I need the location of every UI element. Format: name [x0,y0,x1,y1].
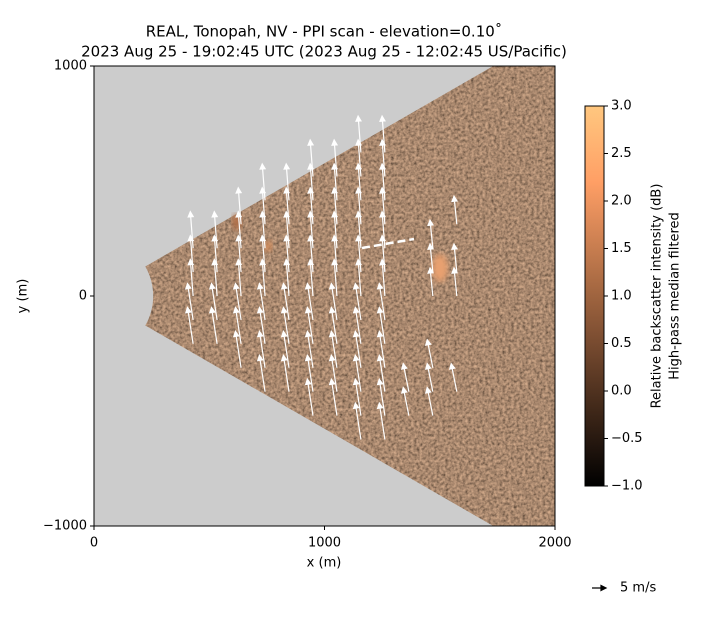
wind-arrow [259,162,267,201]
wind-arrow [283,162,291,201]
quiver-key-label: 5 m/s [620,581,656,596]
wind-arrow [400,362,410,392]
chart-title: REAL, Tonopah, NV - PPI scan - elevation… [146,23,503,41]
wind-arrow [352,353,362,392]
y-tick-label: −1000 [43,519,87,534]
x-tick-label: 0 [90,536,98,551]
wind-arrow [304,330,314,368]
wind-arrow [304,306,314,344]
wind-arrow [448,362,458,392]
colorbar-tick-label: 1.0 [611,289,632,304]
wind-arrow [427,266,435,297]
wind-arrow [232,306,242,344]
wind-arrow [307,138,315,177]
wind-arrow [355,114,363,153]
colorbar-tick-label: 1.5 [611,241,632,256]
wind-arrow [280,330,290,368]
scan-sector [145,66,555,526]
wind-arrow [304,377,314,416]
wind-arrow [424,386,434,416]
wind-arrow [352,282,362,321]
wind-arrow [208,282,218,321]
colorbar [584,105,605,487]
wind-arrow [376,330,386,368]
wind-arrow [232,282,242,321]
y-tick-label: 0 [79,289,87,304]
wind-arrow [184,306,194,344]
wind-arrow [424,362,434,392]
wind-arrow [376,353,386,392]
wind-arrow [352,330,362,368]
wind-arrow [232,330,242,368]
wind-arrow [328,282,338,321]
wind-arrow [256,306,266,344]
wind-arrow [328,306,338,344]
scan-image [145,66,555,526]
wind-arrow [376,282,386,321]
wind-arrow [331,138,339,177]
wind-arrow [427,242,435,273]
dashed-line [361,237,415,250]
quiver-key-arrow [592,584,608,592]
wind-arrow [235,186,243,225]
colorbar-tick-label: 2.5 [611,146,632,161]
x-axis-label: x (m) [307,556,342,571]
wind-arrow [280,282,290,321]
wind-arrow [451,266,459,297]
wind-arrow [352,401,362,440]
x-tick-label: 2000 [538,536,571,551]
wind-arrow [208,306,218,344]
wind-arrow [280,353,290,392]
chart-subtitle: 2023 Aug 25 - 19:02:45 UTC (2023 Aug 25 … [81,43,567,61]
colorbar-tick-label: 2.0 [611,194,632,209]
bright-patch [432,254,448,282]
wind-arrow [424,338,434,368]
wind-arrow [352,306,362,344]
wind-arrow [379,114,386,153]
wind-arrow [376,306,386,344]
colorbar-tick-label: −0.5 [611,431,643,446]
colorbar-tick-label: −1.0 [611,479,643,494]
colorbar-label: High-pass median filtered [668,212,683,380]
colorbar-label: Relative backscatter intensity (dB) [650,184,665,409]
wind-arrow [376,377,386,416]
wind-arrow [304,353,314,392]
wind-arrow [280,306,290,344]
x-tick-label: 1000 [308,536,341,551]
colorbar-tick-label: 0.0 [611,384,632,399]
wind-arrow [427,218,435,249]
wind-arrow [328,377,338,416]
wind-arrow [256,353,266,392]
arrows [184,114,459,440]
wind-arrow [184,282,194,321]
wind-arrow [256,330,266,368]
wind-arrow [328,353,338,392]
wind-arrow [376,401,386,440]
y-axis-label: y (m) [16,279,31,314]
wind-arrow [256,282,266,321]
wind-arrow [211,210,219,249]
wind-arrow [451,194,459,225]
wind-arrow [328,330,338,368]
wind-arrow [400,386,410,416]
y-tick-label: 1000 [54,59,87,74]
colorbar-tick-label: 3.0 [611,99,632,114]
bright-patch [264,240,272,252]
wind-arrow [187,210,195,249]
wind-arrow [352,377,362,416]
colorbar-tick-label: 0.5 [611,336,632,351]
wind-arrow [304,282,314,321]
wind-arrow [451,242,459,273]
